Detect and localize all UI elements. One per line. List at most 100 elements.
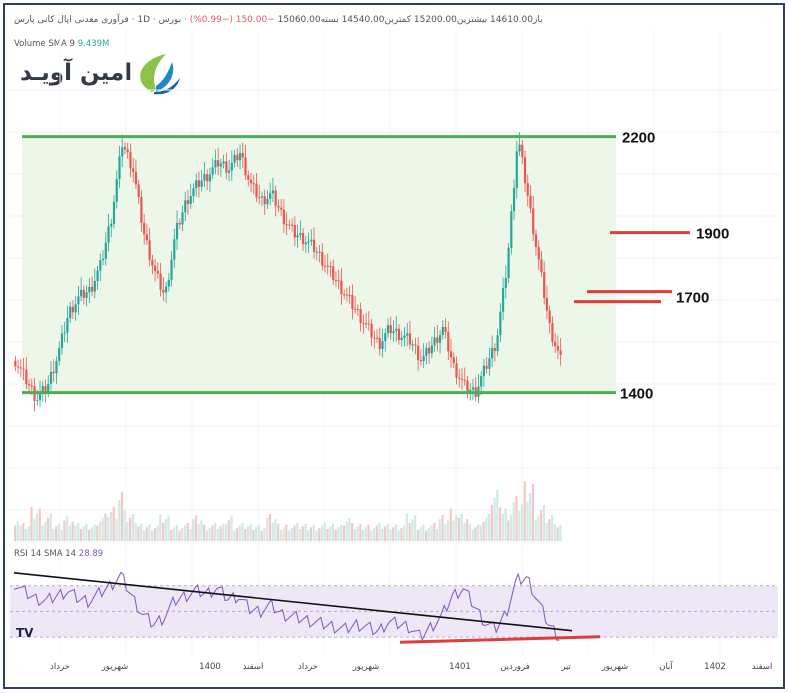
- candle-body: [348, 294, 351, 296]
- candle-body: [469, 389, 472, 392]
- candle-body: [340, 280, 343, 295]
- volume-bar: [200, 520, 203, 541]
- candle-body: [132, 168, 135, 172]
- volume-bar: [68, 525, 71, 541]
- candle-body: [504, 278, 507, 289]
- volume-bar: [389, 529, 392, 541]
- candle-body: [170, 259, 173, 280]
- candle-body: [197, 180, 201, 187]
- candle-body: [543, 272, 546, 299]
- candle-body: [428, 347, 431, 354]
- candle-body: [452, 357, 455, 364]
- low-label: کمترین: [384, 15, 412, 25]
- candle-body: [400, 337, 403, 340]
- candle-body: [222, 161, 225, 164]
- volume-bar: [222, 523, 225, 541]
- candle-body: [30, 385, 33, 387]
- candle-body: [44, 386, 47, 393]
- volume-bar: [509, 515, 513, 541]
- candle-body: [19, 367, 22, 369]
- candle-body: [307, 241, 310, 243]
- volume-bar: [274, 519, 277, 541]
- volume-bar: [219, 526, 222, 541]
- volume-bar: [104, 514, 107, 541]
- volume-bar: [309, 527, 313, 541]
- candle-body: [417, 345, 420, 361]
- candle-body: [99, 260, 102, 271]
- candle-body: [154, 265, 157, 271]
- candle-body: [288, 224, 291, 226]
- volume-bar: [364, 527, 367, 541]
- volume-bar: [134, 523, 137, 541]
- volume-bar: [485, 517, 488, 541]
- candle-body: [17, 366, 20, 368]
- candle-body: [137, 184, 140, 197]
- volume-bar: [433, 523, 436, 541]
- candle-body: [280, 207, 283, 210]
- candle-body: [315, 251, 318, 253]
- candle-body: [277, 205, 280, 208]
- candle-body: [488, 358, 491, 369]
- candle-body: [480, 376, 483, 387]
- volume-bar: [153, 528, 156, 541]
- volume-bar: [526, 502, 529, 541]
- volume-bar: [46, 517, 50, 541]
- volume-bar: [285, 524, 288, 541]
- candle-body: [285, 224, 288, 226]
- candle-body: [47, 383, 50, 393]
- volume-bar: [52, 529, 55, 541]
- candle-body: [362, 323, 365, 325]
- candle-body: [293, 224, 296, 238]
- symbol-name: فرآوری معدنی اپال کانی پارس: [14, 15, 129, 25]
- candle-body: [329, 266, 332, 268]
- candle-body: [184, 200, 187, 213]
- volume-bar: [82, 526, 85, 541]
- volume-bar: [27, 526, 30, 541]
- candle-body: [80, 289, 83, 297]
- candle-body: [321, 251, 324, 266]
- x-tick-label: شهریور: [352, 662, 380, 672]
- candle-body: [14, 360, 17, 367]
- volume-bar: [383, 526, 387, 541]
- candle-body: [121, 147, 124, 157]
- candle-body: [263, 196, 266, 205]
- candle-body: [58, 348, 61, 362]
- volume-bar: [244, 529, 247, 541]
- rsi-legend-value: 28.89: [78, 549, 104, 559]
- brand-logo-text: امین آویـد: [20, 60, 133, 86]
- volume-bar: [293, 525, 296, 541]
- rsi-support-line: [400, 635, 601, 644]
- volume-bar: [151, 530, 154, 541]
- volume-bar: [329, 526, 332, 541]
- volume-bar: [323, 523, 326, 541]
- volume-bar: [307, 529, 310, 541]
- candle-body: [411, 344, 414, 346]
- candle-body: [93, 281, 96, 292]
- candle-body: [143, 222, 146, 235]
- candle-body: [493, 347, 496, 352]
- volume-bar: [22, 523, 25, 541]
- volume-bar: [98, 521, 102, 541]
- candle-body: [521, 144, 524, 158]
- volume-bar: [123, 510, 126, 541]
- volume-bar: [35, 513, 39, 541]
- volume-bar: [460, 514, 463, 541]
- candle-body: [455, 363, 458, 378]
- volume-bar: [216, 529, 219, 541]
- candle-body: [88, 286, 91, 293]
- candle-body: [482, 365, 486, 377]
- volume-bar: [93, 524, 96, 541]
- volume-bar: [126, 521, 129, 541]
- volume-bar: [438, 519, 441, 541]
- candle-body: [304, 242, 307, 245]
- volume-bar: [252, 529, 255, 541]
- candle-body: [227, 170, 231, 173]
- volume-bar: [282, 527, 285, 541]
- candle-body: [395, 328, 398, 331]
- volume-bar: [74, 525, 77, 541]
- volume-bar: [386, 523, 389, 541]
- volume-bar: [255, 527, 258, 541]
- candle-body: [354, 308, 357, 310]
- candle-body: [271, 190, 275, 194]
- volume-bar: [214, 523, 217, 541]
